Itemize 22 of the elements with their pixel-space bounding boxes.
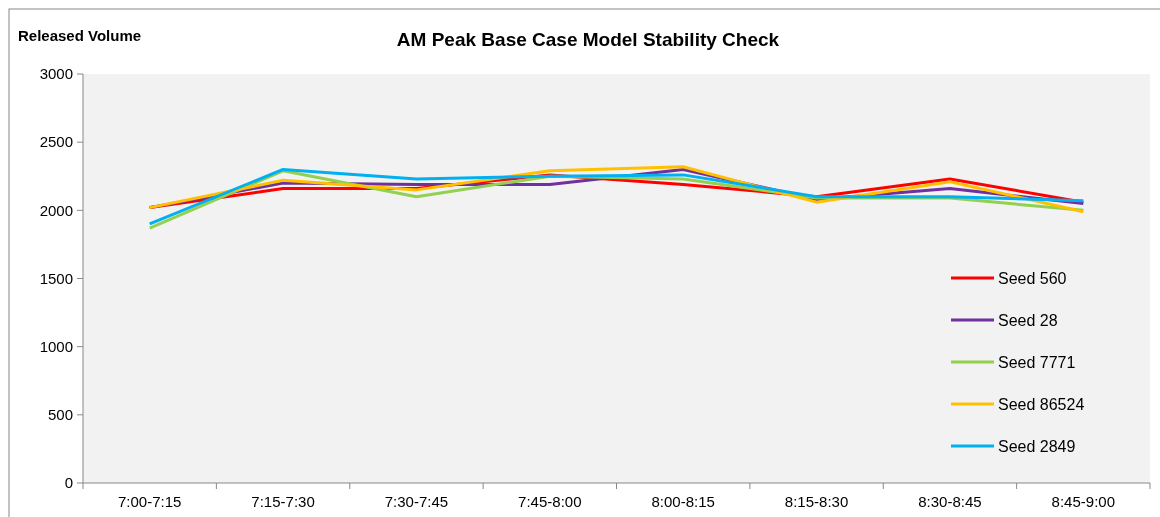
x-tick-label: 7:45-8:00 <box>518 493 582 510</box>
y-tick-label: 3000 <box>39 65 73 83</box>
legend-label: Seed 2849 <box>998 437 1076 455</box>
x-tick-label: 8:00-8:15 <box>651 493 715 510</box>
y-tick-label: 500 <box>47 406 73 424</box>
x-tick-label: 8:15-8:30 <box>784 493 849 510</box>
y-tick-label: 0 <box>64 474 73 492</box>
x-tick-label: 8:30-8:45 <box>918 493 982 510</box>
x-tick-label: 8:45-9:00 <box>1051 493 1116 510</box>
legend-label: Seed 86524 <box>998 395 1085 413</box>
x-tick-label: 7:15-7:30 <box>251 493 315 510</box>
x-tick-label: 7:00-7:15 <box>117 493 182 510</box>
chart-title: AM Peak Base Case Model Stability Check <box>396 29 780 50</box>
y-tick-label: 2000 <box>39 201 73 219</box>
y-tick-label: 1000 <box>39 337 73 355</box>
y-tick-label: 1500 <box>39 269 73 287</box>
legend-label: Seed 560 <box>998 269 1067 287</box>
x-tick-label: 7:30-7:45 <box>384 493 449 510</box>
y-tick-label: 2500 <box>39 133 73 151</box>
legend-label: Seed 7771 <box>998 353 1076 371</box>
legend-label: Seed 28 <box>998 311 1058 329</box>
y-axis-title: Released Volume <box>18 27 142 44</box>
